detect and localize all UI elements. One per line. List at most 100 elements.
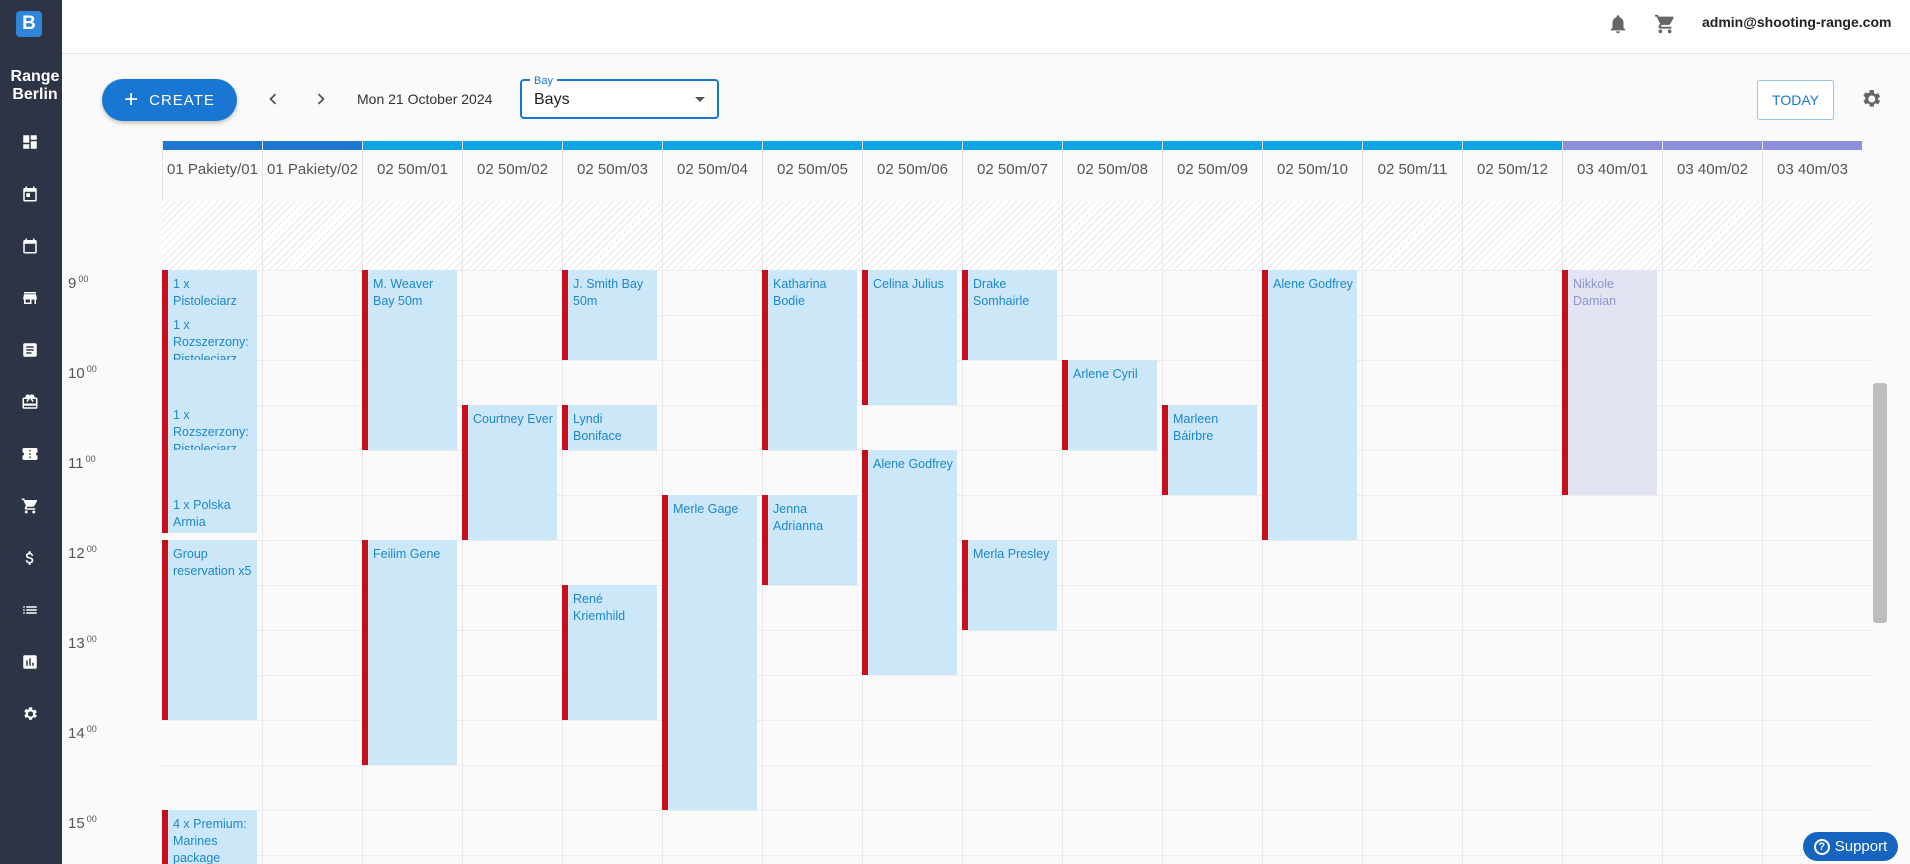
minute-value: 00 — [86, 544, 97, 554]
reservation-event[interactable]: 1 x Polska Armia — [173, 498, 231, 529]
bay-column-header: 03 40m/01 — [1562, 141, 1662, 201]
create-label: CREATE — [149, 91, 215, 109]
ticket-icon[interactable] — [18, 442, 42, 466]
calendar-icon[interactable] — [18, 182, 42, 206]
reservation-event[interactable]: Celina Julius — [862, 270, 957, 405]
reservation-event[interactable]: M. Weaver Bay 50m — [362, 270, 457, 450]
bell-icon[interactable] — [1607, 13, 1631, 37]
reservation-event[interactable]: Marleen Báirbre — [1162, 405, 1257, 495]
bay-column-header: 01 Pakiety/02 — [262, 141, 362, 201]
hour-label: 9 00 — [68, 274, 128, 292]
gift-icon[interactable] — [18, 390, 42, 414]
bay-color-bar — [363, 141, 462, 150]
document-icon[interactable] — [18, 338, 42, 362]
bay-color-bar — [863, 141, 962, 150]
hour-value: 13 — [68, 635, 85, 652]
time-slot-line — [162, 855, 1872, 856]
today-button[interactable]: TODAY — [1757, 80, 1834, 120]
create-button[interactable]: + CREATE — [102, 79, 237, 121]
bay-column-header: 02 50m/01 — [362, 141, 462, 201]
reservation-event[interactable]: J. Smith Bay 50m — [562, 270, 657, 360]
bay-column-name: 02 50m/07 — [977, 161, 1048, 178]
bay-select-label: Bay — [530, 75, 557, 87]
bay-column-name: 03 40m/03 — [1777, 161, 1848, 178]
support-label: Support — [1834, 838, 1888, 855]
reservation-event[interactable]: Katharina Bodie — [762, 270, 857, 450]
list-icon[interactable] — [18, 598, 42, 622]
bay-column-name: 02 50m/04 — [677, 161, 748, 178]
dollar-icon[interactable] — [18, 546, 42, 570]
bay-column-name: 02 50m/02 — [477, 161, 548, 178]
bay-color-bar — [963, 141, 1062, 150]
reservation-event[interactable]: 4 x Premium: Marines package — [162, 810, 257, 864]
hour-value: 11 — [68, 455, 84, 472]
bay-color-bar — [763, 141, 862, 150]
bay-color-bar — [463, 141, 562, 150]
bay-color-bar — [1163, 141, 1262, 150]
reservation-event[interactable]: Jenna Adrianna — [762, 495, 857, 585]
calendar-settings-gear-icon[interactable] — [1859, 87, 1885, 113]
bay-select-value: Bays — [534, 91, 570, 108]
hour-value: 9 — [68, 275, 77, 292]
calendar-scrollbar[interactable] — [1873, 383, 1887, 623]
column-divider — [1762, 201, 1763, 864]
dashboard-icon[interactable] — [18, 130, 42, 154]
bay-column-header: 01 Pakiety/01 — [162, 141, 262, 201]
reservation-event[interactable]: Group reservation x5 — [162, 540, 257, 720]
app-name-line2: Berlin — [12, 86, 58, 103]
bay-column-name: 01 Pakiety/02 — [267, 161, 358, 178]
current-date: Mon 21 October 2024 — [357, 91, 493, 107]
time-slot-line — [162, 630, 1872, 631]
bay-column-name: 03 40m/02 — [1677, 161, 1748, 178]
bay-column-header: 02 50m/10 — [1262, 141, 1362, 201]
reservation-event[interactable]: Lyndi Boniface — [562, 405, 657, 450]
bay-column-header: 03 40m/02 — [1662, 141, 1762, 201]
column-divider — [262, 201, 263, 864]
reservation-event[interactable]: Merle Gage — [662, 495, 757, 810]
reservation-event[interactable]: Courtney Ever — [462, 405, 557, 540]
bay-color-bar — [1763, 141, 1862, 150]
reservation-event[interactable]: 1 x Pistoleciarz — [162, 270, 257, 533]
reservation-event[interactable]: René Kriemhild — [562, 585, 657, 720]
reservation-event[interactable]: Nikkole Damian — [1562, 270, 1657, 495]
cart-icon[interactable] — [1654, 13, 1678, 37]
reservation-event[interactable]: Alene Godfrey — [862, 450, 957, 675]
hour-label: 10 00 — [68, 364, 128, 382]
bay-column-header: 02 50m/08 — [1062, 141, 1162, 201]
reservation-event[interactable]: Drake Somhairle — [962, 270, 1057, 360]
bay-column-header: 02 50m/04 — [662, 141, 762, 201]
bay-column-name: 03 40m/01 — [1577, 161, 1648, 178]
app-logo[interactable]: B — [16, 11, 42, 37]
cart-icon[interactable] — [18, 494, 42, 518]
reservation-event[interactable]: Feilim Gene — [362, 540, 457, 765]
bay-column-name: 02 50m/08 — [1077, 161, 1148, 178]
reservation-event[interactable]: Arlene Cyril — [1062, 360, 1157, 450]
reservation-event[interactable]: 1 x Rozszerzony: Pistoleciarz — [173, 318, 249, 360]
dropdown-arrow-icon — [695, 97, 705, 102]
hour-label: 11 00 — [68, 454, 128, 472]
previous-day-button[interactable] — [260, 86, 286, 112]
bay-color-bar — [163, 141, 262, 150]
calendar-grid: 01 Pakiety/01 01 Pakiety/02 02 50m/01 02 50… — [162, 141, 1872, 864]
bay-select[interactable]: Bay Bays — [520, 75, 719, 119]
support-button[interactable]: ? Support — [1803, 832, 1898, 861]
bay-column-header: 02 50m/11 — [1362, 141, 1462, 201]
time-slot-line — [162, 720, 1872, 721]
reservation-event[interactable]: Alene Godfrey — [1262, 270, 1357, 540]
bay-color-bar — [1463, 141, 1562, 150]
time-slot-line — [162, 405, 1872, 406]
next-day-button[interactable] — [308, 86, 334, 112]
chart-icon[interactable] — [18, 650, 42, 674]
user-email[interactable]: admin@shooting-range.com — [1702, 14, 1892, 30]
minute-value: 00 — [86, 634, 97, 644]
store-icon[interactable] — [18, 286, 42, 310]
bay-column-name: 02 50m/05 — [777, 161, 848, 178]
hour-value: 12 — [68, 545, 85, 562]
time-slot-line — [162, 360, 1872, 361]
reservation-event[interactable]: 1 x Rozszerzony: Pistoleciarz — [173, 408, 249, 450]
calendar-alt-icon[interactable] — [18, 234, 42, 258]
reservation-event[interactable]: Merla Presley — [962, 540, 1057, 630]
bay-column-name: 02 50m/01 — [377, 161, 448, 178]
bay-column-name: 02 50m/11 — [1377, 161, 1448, 178]
settings-icon[interactable] — [18, 702, 42, 726]
